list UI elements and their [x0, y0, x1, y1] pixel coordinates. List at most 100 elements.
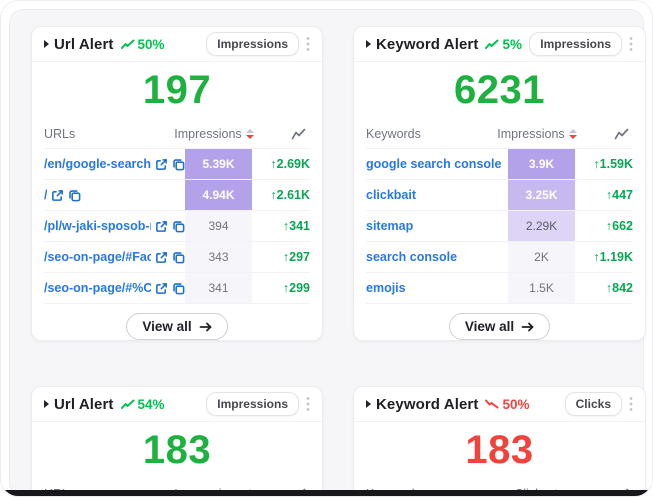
delta-value: ↑447 [605, 188, 633, 202]
table-row: /pl/w-jaki-sposob-nal... 394 ↑341 [44, 210, 310, 241]
value-column-header: Impressions [174, 127, 242, 141]
row-link-label[interactable]: clickbait [366, 188, 417, 202]
row-link[interactable]: /pl/w-jaki-sposob-nal... [44, 211, 185, 241]
collapse-caret-icon[interactable] [44, 40, 49, 48]
trend-up-icon [120, 39, 135, 49]
metric-filter-button[interactable]: Impressions [206, 32, 299, 56]
alert-card-keyword-2: Keyword Alert 50% Clicks 183 Keywords Cl… [353, 386, 646, 496]
row-link[interactable]: /seo-on-page/#Facto... [44, 242, 185, 272]
row-link-label[interactable]: /seo-on-page/#Facto... [44, 250, 151, 264]
table-row: sitemap 2.29K ↑662 [366, 210, 633, 241]
line-chart-icon[interactable] [291, 128, 306, 140]
trend-percent: 5% [502, 36, 522, 52]
kebab-menu-icon[interactable] [629, 36, 633, 52]
arrow-right-icon [521, 322, 534, 331]
copy-icon[interactable] [172, 220, 185, 233]
collapse-caret-icon[interactable] [366, 40, 371, 48]
screenshot-bottom-edge [1, 490, 652, 496]
row-link[interactable]: emojis [366, 273, 508, 303]
row-link[interactable]: / [44, 180, 185, 210]
view-all-button[interactable]: View all [126, 313, 228, 340]
trend-percent: 54% [137, 396, 165, 412]
table-row: search console 2K ↑1.19K [366, 241, 633, 272]
collapse-caret-icon[interactable] [44, 400, 49, 408]
row-link[interactable]: sitemap [366, 211, 508, 241]
view-all-button[interactable]: View all [448, 313, 551, 340]
external-link-icon[interactable] [155, 282, 168, 295]
sort-icon[interactable] [245, 129, 254, 139]
trend-indicator: 50% [120, 37, 165, 52]
card-header: Keyword Alert 50% Clicks [354, 387, 645, 422]
delta-value: ↑842 [605, 281, 633, 295]
metric-filter-button[interactable]: Impressions [206, 392, 299, 416]
external-link-icon[interactable] [155, 158, 168, 171]
alert-table: Keywords Impressions google search conso… [366, 120, 633, 304]
arrow-right-icon [199, 322, 212, 331]
row-link-label[interactable]: /seo-on-page/#%C2... [44, 281, 151, 295]
card-header: Url Alert 54% Impressions [32, 387, 322, 422]
external-link-icon[interactable] [51, 189, 64, 202]
row-link-label[interactable]: /en/google-search-c... [44, 157, 151, 171]
value-cell: 341 [185, 273, 252, 303]
trend-indicator: 54% [120, 396, 165, 412]
big-metric-value: 197 [142, 68, 212, 112]
card-header: Keyword Alert 5% Impressions [354, 27, 645, 62]
card-title: Url Alert [54, 35, 114, 53]
collapse-caret-icon[interactable] [366, 400, 371, 408]
external-link-icon[interactable] [155, 220, 168, 233]
delta-value: ↑299 [282, 281, 310, 295]
line-chart-icon[interactable] [614, 128, 629, 140]
value-cell: 3.25K [508, 180, 575, 210]
alert-card-keyword-1: Keyword Alert 5% Impressions 6231 Keywor… [353, 26, 646, 341]
key-column-header: URLs [44, 127, 76, 141]
metric-filter-button[interactable]: Clicks [564, 392, 622, 416]
row-link-label[interactable]: search console [366, 250, 458, 264]
key-column-header: Keywords [366, 127, 421, 141]
big-metric-value: 6231 [454, 68, 545, 112]
delta-value: ↑2.69K [270, 157, 310, 171]
row-link-label[interactable]: /pl/w-jaki-sposob-nal... [44, 219, 151, 233]
row-link-label[interactable]: emojis [366, 281, 406, 295]
copy-icon[interactable] [172, 158, 185, 171]
card-title: Url Alert [54, 395, 114, 413]
view-all-label: View all [464, 319, 515, 334]
table-header-row: URLs Impressions [44, 120, 310, 148]
delta-value: ↑341 [282, 219, 310, 233]
delta-value: ↑1.19K [593, 250, 633, 264]
copy-icon[interactable] [68, 189, 81, 202]
card-header: Url Alert 50% Impressions [32, 27, 322, 62]
row-link-label[interactable]: google search console [366, 157, 502, 171]
row-link-label[interactable]: / [44, 188, 48, 202]
kebab-menu-icon[interactable] [306, 396, 310, 412]
row-link[interactable]: /en/google-search-c... [44, 149, 185, 179]
trend-indicator: 50% [485, 397, 529, 412]
value-cell: 343 [185, 242, 252, 272]
kebab-menu-icon[interactable] [306, 36, 310, 52]
metric-filter-button[interactable]: Impressions [529, 32, 622, 56]
row-link[interactable]: /seo-on-page/#%C2... [44, 273, 185, 303]
row-link[interactable]: search console [366, 242, 508, 272]
row-link-label[interactable]: sitemap [366, 219, 414, 233]
alert-card-url-1: Url Alert 50% Impressions 197 URLs Impre… [31, 26, 323, 341]
copy-icon[interactable] [172, 251, 185, 264]
table-header-row: Keywords Impressions [366, 120, 633, 148]
value-cell: 2K [508, 242, 575, 272]
table-row: /seo-on-page/#Facto... 343 ↑297 [44, 241, 310, 272]
table-row: google search console 3.9K ↑1.59K [366, 148, 633, 179]
trend-percent: 50% [502, 396, 530, 412]
kebab-menu-icon[interactable] [629, 396, 633, 412]
delta-value: ↑1.59K [593, 157, 633, 171]
sort-icon[interactable] [568, 129, 577, 139]
big-metric-value: 183 [142, 428, 212, 472]
row-link[interactable]: google search console [366, 149, 508, 179]
trend-up-icon [120, 399, 135, 409]
trend-up-icon [485, 39, 499, 49]
copy-icon[interactable] [172, 282, 185, 295]
table-row: emojis 1.5K ↑842 [366, 272, 633, 303]
external-link-icon[interactable] [155, 251, 168, 264]
row-link[interactable]: clickbait [366, 180, 508, 210]
value-cell: 394 [185, 211, 252, 241]
delta-value: ↑662 [605, 219, 633, 233]
